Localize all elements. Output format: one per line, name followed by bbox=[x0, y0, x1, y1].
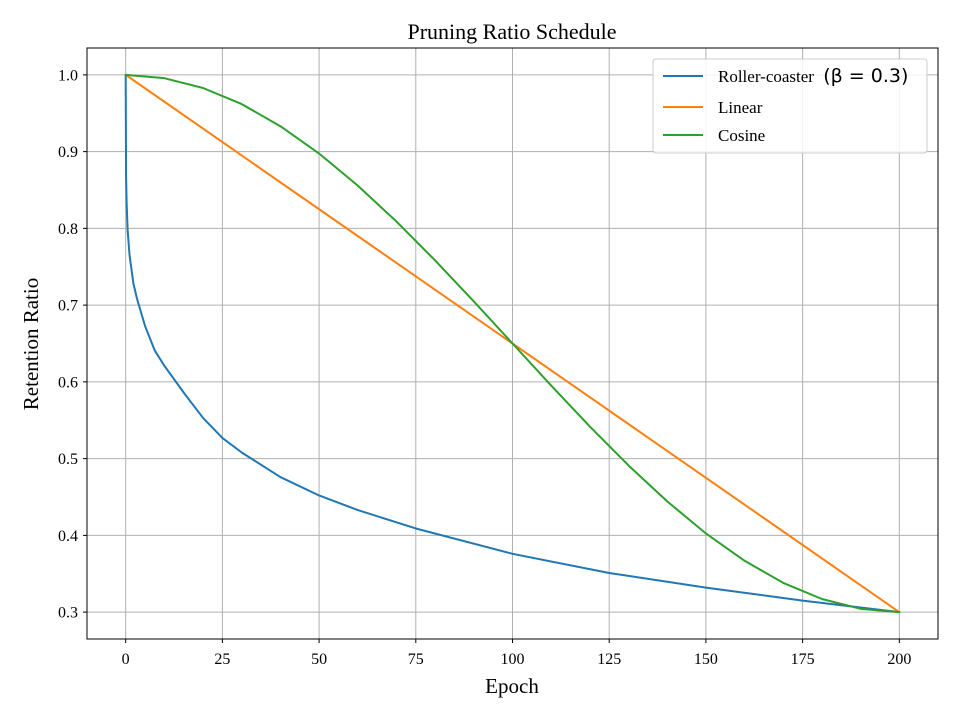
x-tick-label: 150 bbox=[694, 651, 718, 668]
axis-ticks: 0 25 50 75 100 125 150 175 200 0.3 0.4 0.5 0.6 0.7 0.8… bbox=[58, 67, 911, 668]
y-tick-label: 0.7 bbox=[58, 298, 78, 315]
y-tick-label: 0.5 bbox=[58, 451, 78, 468]
x-tick-label: 125 bbox=[597, 651, 621, 668]
legend-label-cosine: Cosine bbox=[718, 126, 765, 145]
series-lines bbox=[124, 73, 901, 614]
legend-label-linear: Linear bbox=[718, 98, 763, 117]
y-tick-label: 0.8 bbox=[58, 221, 78, 238]
y-tick-label: 0.6 bbox=[58, 374, 78, 391]
legend: Roller-coaster (β = 0.3) Linear Cosine bbox=[652, 58, 928, 154]
x-tick-label: 100 bbox=[501, 651, 525, 668]
chart-title: Pruning Ratio Schedule bbox=[408, 19, 617, 44]
y-tick-label: 0.3 bbox=[58, 605, 78, 622]
legend-math-beta: (β = 0.3) bbox=[823, 65, 908, 87]
x-tick-label: 200 bbox=[887, 651, 911, 668]
y-tick-label: 0.4 bbox=[58, 528, 78, 545]
legend-frame bbox=[652, 58, 928, 154]
y-axis-label: Retention Ratio bbox=[19, 278, 43, 410]
series-line-cosine bbox=[124, 73, 901, 614]
x-tick-label: 175 bbox=[791, 651, 815, 668]
x-axis-label: Epoch bbox=[485, 674, 539, 698]
y-tick-label: 0.9 bbox=[58, 144, 78, 161]
legend-label-roller-coaster: Roller-coaster (β = 0.3) bbox=[718, 65, 908, 87]
x-tick-label: 25 bbox=[214, 651, 230, 668]
x-tick-label: 0 bbox=[122, 651, 130, 668]
x-tick-label: 75 bbox=[408, 651, 424, 668]
x-tick-label: 50 bbox=[311, 651, 327, 668]
y-tick-label: 1.0 bbox=[58, 67, 78, 84]
series-line-roller-coaster bbox=[124, 73, 901, 614]
